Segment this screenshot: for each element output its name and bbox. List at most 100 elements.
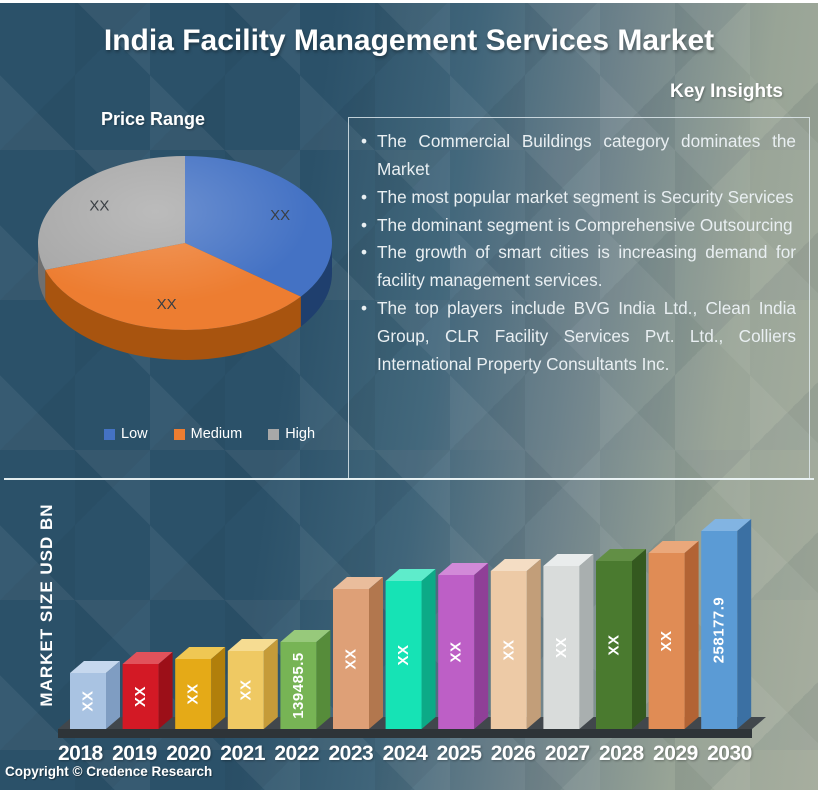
bar-front-face (490, 571, 527, 729)
year-label: 2029 (653, 742, 698, 765)
bar-2020: XX (175, 647, 226, 729)
year-label: 2019 (112, 742, 157, 765)
pie-value-label-high: XX (89, 198, 109, 215)
bar-front-face (333, 589, 369, 729)
insight-item: • The growth of smart cities is increasin… (361, 239, 796, 295)
year-label: 2023 (328, 742, 374, 765)
bar-top-face (543, 554, 594, 566)
pie-legend: Low Medium High (104, 426, 315, 442)
bar-top-face (701, 519, 752, 531)
bar-2030: 258177.9 (701, 519, 752, 729)
section-divider-line (4, 478, 814, 480)
bar-value-label: XX (80, 690, 97, 711)
year-label: 2022 (274, 742, 320, 765)
bar-side-face (211, 647, 226, 729)
bar-2024: XX (385, 569, 436, 729)
bar-top-face (333, 577, 383, 589)
bar-value-label: 139485.5 (290, 652, 307, 719)
year-label: 2030 (707, 742, 752, 765)
bar-side-face (474, 563, 489, 729)
bar-top-face (596, 549, 646, 561)
top-border-line (0, 0, 818, 3)
year-label: 2028 (598, 742, 644, 765)
bar-value-label: XX (132, 686, 149, 707)
bar-2029: XX (648, 541, 699, 729)
insight-item: • The top players include BVG India Ltd.,… (361, 295, 796, 379)
pie-value-label-low: XX (270, 207, 290, 224)
bar-2018: XX (70, 661, 120, 729)
legend-label-low: Low (121, 426, 148, 442)
pie-slice-wall-medium (45, 269, 301, 360)
legend-item-low: Low (104, 426, 148, 442)
bullet-icon: • (361, 131, 368, 151)
page-title: India Facility Management Services Marke… (103, 24, 715, 57)
bar-top-face (175, 647, 226, 659)
key-insights-heading: Key Insights (670, 81, 783, 102)
bar-2026: XX (490, 559, 541, 729)
bullet-icon: • (361, 186, 368, 207)
bar-front-face (701, 531, 738, 729)
pie-chart-title: Price Range (101, 109, 206, 129)
year-label: 2027 (544, 742, 590, 765)
bar-value-label: XX (343, 648, 360, 669)
year-label: 2018 (58, 742, 103, 765)
insight-text: The most popular market segment is Secur… (377, 186, 794, 207)
bar-side-face (737, 519, 752, 729)
bar-chart-floor-front (58, 729, 752, 738)
bar-side-face (632, 549, 646, 729)
bar-value-label: XX (448, 641, 465, 662)
year-label: 2020 (166, 742, 211, 765)
bar-2019: XX (122, 652, 173, 729)
legend-swatch-low-icon (104, 428, 115, 440)
bar-top-face (490, 559, 541, 571)
pie-slice-wall-low (300, 243, 332, 327)
bar-front-face (385, 581, 422, 729)
bar-chart: XX XX XX XX 139485.5 XX XX XX XX XX XX XX 258177.9 (58, 519, 766, 738)
bar-side-face (316, 630, 331, 729)
legend-label-high: High (285, 426, 316, 442)
insight-item: • The Commercial Buildings category domin… (361, 128, 796, 184)
pie-slice-wall-high (38, 243, 46, 300)
bar-side-face (263, 639, 278, 729)
bullet-icon: • (361, 214, 368, 235)
insight-item: • The dominant segment is Comprehensive O… (361, 212, 796, 240)
bar-top-face (438, 563, 489, 575)
bar-side-face (421, 569, 436, 729)
bar-front-face (70, 673, 106, 729)
year-label: 2026 (490, 742, 536, 765)
bar-2027: XX (543, 554, 594, 729)
year-label: 2025 (436, 742, 482, 765)
bar-front-face (543, 566, 580, 729)
year-label: 2021 (220, 742, 265, 765)
bar-front-face (175, 659, 212, 729)
bar-side-face (158, 652, 173, 729)
key-insights-panel: • The Commercial Buildings category domin… (348, 117, 810, 479)
bar-side-face (106, 661, 120, 729)
bullet-icon: • (361, 298, 368, 319)
key-insights-list: • The Commercial Buildings category domin… (349, 118, 809, 379)
bar-2023: XX (333, 577, 383, 729)
legend-item-high: High (268, 426, 315, 442)
bar-side-face (369, 577, 383, 729)
bar-2022: 139485.5 (280, 630, 331, 729)
insight-text: The dominant segment is Comprehensive Ou… (377, 214, 793, 235)
bar-front-face (438, 575, 475, 729)
bar-front-face (227, 651, 264, 729)
bar-side-face (579, 554, 594, 729)
bar-side-face (684, 541, 699, 729)
bar-2021: XX (227, 639, 278, 729)
bar-top-face (122, 652, 173, 664)
bar-front-face (596, 561, 632, 729)
copyright-text: Copyright © Credence Research (5, 764, 213, 779)
insight-text: The top players include BVG India Ltd., … (377, 298, 796, 374)
year-label: 2024 (382, 742, 428, 765)
bar-top-face (385, 569, 436, 581)
insight-text: The Commercial Buildings category domina… (377, 131, 796, 179)
bar-front-face (280, 642, 317, 729)
legend-swatch-medium-icon (173, 428, 185, 440)
pie-chart: XX XX XX (37, 156, 332, 360)
bullet-icon: • (361, 242, 368, 263)
bar-value-label: XX (658, 630, 675, 651)
pie-highlight (38, 156, 332, 330)
